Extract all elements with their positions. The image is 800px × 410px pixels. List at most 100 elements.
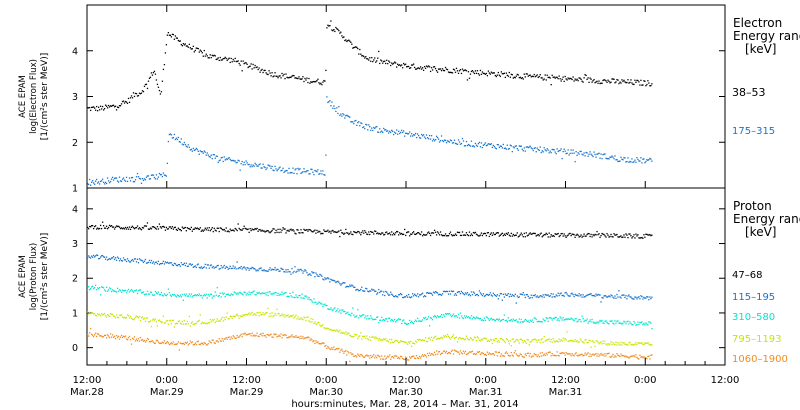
proton-data-point <box>474 353 477 356</box>
proton-data-point <box>305 319 307 322</box>
proton-data-point <box>248 312 250 314</box>
electron-data-point <box>128 177 131 179</box>
proton-data-point <box>561 232 563 235</box>
proton-data-point <box>133 318 136 320</box>
proton-data-point <box>411 355 414 357</box>
proton-data-point <box>517 236 519 238</box>
proton-data-point <box>530 294 532 296</box>
electron-data-point <box>256 165 258 167</box>
electron-data-point <box>394 131 396 133</box>
proton-data-point <box>551 296 553 298</box>
proton-data-point <box>294 296 296 299</box>
proton-data-point <box>446 352 449 355</box>
electron-data-point <box>399 132 401 135</box>
proton-data-point <box>188 228 190 230</box>
proton-data-point <box>453 337 456 340</box>
electron-data-point <box>178 140 181 143</box>
electron-data-point <box>553 149 555 151</box>
electron-data-point <box>498 74 501 76</box>
proton-data-point <box>530 356 532 358</box>
proton-data-point <box>412 322 415 325</box>
proton-data-point <box>557 354 559 357</box>
electron-data-point <box>266 73 268 75</box>
proton-data-point <box>344 232 346 234</box>
proton-data-point <box>237 223 239 225</box>
electron-data-point <box>111 104 114 107</box>
proton-legend-entry: 47–68 <box>732 270 762 281</box>
electron-data-point <box>282 75 284 77</box>
proton-data-point <box>494 351 497 353</box>
proton-data-point <box>151 340 154 342</box>
electron-data-point <box>110 105 113 107</box>
proton-data-point <box>522 356 524 358</box>
proton-data-point <box>543 353 545 355</box>
proton-data-point <box>555 316 557 319</box>
proton-data-point <box>198 266 200 269</box>
proton-data-point <box>316 341 318 344</box>
proton-data-point <box>372 336 374 338</box>
proton-data-point <box>315 232 317 234</box>
electron-data-point <box>122 100 125 102</box>
proton-data-point <box>518 355 520 357</box>
electron-data-point <box>390 131 392 134</box>
proton-data-point <box>270 269 272 271</box>
electron-data-point <box>196 148 198 151</box>
electron-data-point <box>259 163 261 165</box>
proton-data-point <box>353 314 355 316</box>
proton-data-point <box>467 316 470 318</box>
proton-data-point <box>625 343 627 345</box>
electron-data-point <box>403 62 405 65</box>
proton-data-point <box>444 335 447 337</box>
proton-data-point <box>643 296 645 299</box>
proton-data-point <box>613 297 615 299</box>
proton-data-point <box>87 255 90 257</box>
proton-data-point <box>486 351 489 353</box>
proton-data-point <box>334 280 336 282</box>
electron-data-point <box>473 146 476 148</box>
proton-data-point <box>143 260 146 262</box>
proton-data-point <box>469 351 472 353</box>
proton-data-point <box>116 336 119 338</box>
electron-data-point <box>314 81 316 83</box>
electron-data-point <box>465 70 468 72</box>
proton-data-point <box>316 274 318 276</box>
proton-data-point <box>537 234 539 236</box>
proton-data-point <box>141 339 144 341</box>
proton-data-point <box>363 356 365 358</box>
proton-data-point <box>203 322 205 324</box>
proton-data-point <box>126 258 129 260</box>
electron-data-point <box>639 84 641 86</box>
electron-data-point <box>255 66 257 69</box>
proton-data-point <box>113 228 116 230</box>
proton-data-point <box>162 260 165 263</box>
electron-data-point <box>445 142 448 144</box>
proton-data-point <box>89 226 92 228</box>
proton-data-point <box>234 227 236 230</box>
proton-data-point <box>512 318 514 320</box>
electron-data-point <box>444 66 447 69</box>
proton-data-point <box>460 234 463 237</box>
proton-data-point <box>491 319 494 321</box>
electron-data-point <box>582 81 584 83</box>
proton-data-point <box>633 343 635 346</box>
proton-data-point <box>309 273 311 275</box>
proton-data-point <box>258 291 260 294</box>
proton-data-point <box>384 319 386 322</box>
proton-data-point <box>417 339 420 341</box>
proton-data-point <box>111 257 114 259</box>
electron-data-point <box>642 84 644 86</box>
proton-data-point <box>190 226 192 229</box>
proton-data-point <box>341 348 343 351</box>
proton-data-point <box>338 331 340 333</box>
electron-data-point <box>248 65 250 68</box>
proton-data-point <box>137 228 140 230</box>
proton-data-point <box>194 227 196 229</box>
electron-data-point <box>585 151 587 154</box>
proton-data-point <box>397 357 399 359</box>
proton-data-point <box>617 320 619 322</box>
proton-data-point <box>277 292 279 295</box>
electron-data-point <box>300 78 302 80</box>
proton-data-point <box>608 344 610 346</box>
electron-data-point <box>238 62 240 65</box>
electron-data-point <box>640 157 642 159</box>
